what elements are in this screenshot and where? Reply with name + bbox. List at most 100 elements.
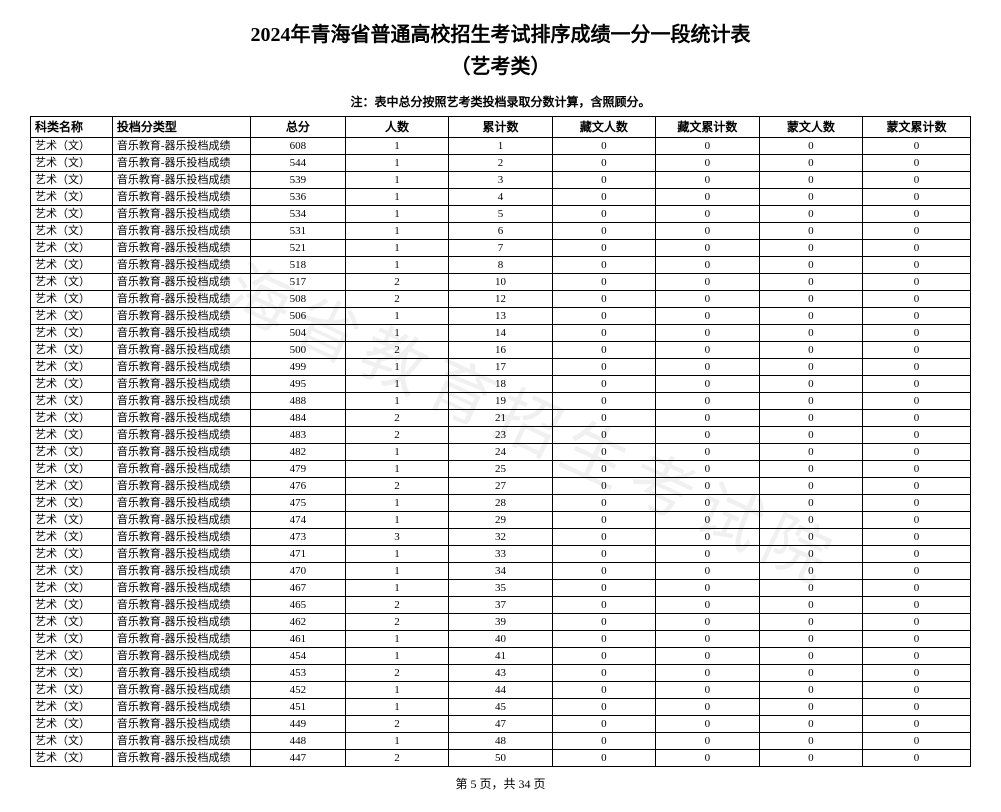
cell-score: 508 (250, 291, 345, 308)
cell-mongolian-cumulative: 0 (863, 172, 971, 189)
table-row: 艺术（文）音乐教育-器乐投档成绩4511450000 (31, 699, 971, 716)
table-row: 艺术（文）音乐教育-器乐投档成绩608110000 (31, 138, 971, 155)
table-row: 艺术（文）音乐教育-器乐投档成绩4733320000 (31, 529, 971, 546)
table-row: 艺术（文）音乐教育-器乐投档成绩4832230000 (31, 427, 971, 444)
cell-type: 音乐教育-器乐投档成绩 (112, 223, 250, 240)
cell-tibetan-count: 0 (552, 291, 655, 308)
cell-count: 1 (345, 563, 448, 580)
table-row: 艺术（文）音乐教育-器乐投档成绩518180000 (31, 257, 971, 274)
cell-mongolian-cumulative: 0 (863, 733, 971, 750)
cell-type: 音乐教育-器乐投档成绩 (112, 750, 250, 767)
cell-category: 艺术（文） (31, 648, 113, 665)
cell-cumulative: 10 (449, 274, 552, 291)
cell-score: 531 (250, 223, 345, 240)
table-row: 艺术（文）音乐教育-器乐投档成绩521170000 (31, 240, 971, 257)
cell-mongolian-count: 0 (759, 240, 862, 257)
cell-type: 音乐教育-器乐投档成绩 (112, 138, 250, 155)
cell-type: 音乐教育-器乐投档成绩 (112, 614, 250, 631)
cell-type: 音乐教育-器乐投档成绩 (112, 291, 250, 308)
col-category: 科类名称 (31, 117, 113, 138)
table-row: 艺术（文）音乐教育-器乐投档成绩4492470000 (31, 716, 971, 733)
page-note: 注：表中总分按照艺考类投档录取分数计算，含照顾分。 (30, 93, 971, 110)
cell-type: 音乐教育-器乐投档成绩 (112, 580, 250, 597)
cell-type: 音乐教育-器乐投档成绩 (112, 682, 250, 699)
cell-tibetan-cumulative: 0 (656, 631, 759, 648)
table-row: 艺术（文）音乐教育-器乐投档成绩4541410000 (31, 648, 971, 665)
col-tibetan-count: 藏文人数 (552, 117, 655, 138)
cell-category: 艺术（文） (31, 342, 113, 359)
cell-mongolian-count: 0 (759, 444, 862, 461)
cell-score: 482 (250, 444, 345, 461)
cell-count: 1 (345, 189, 448, 206)
table-row: 艺术（文）音乐教育-器乐投档成绩531160000 (31, 223, 971, 240)
cell-tibetan-count: 0 (552, 614, 655, 631)
cell-tibetan-cumulative: 0 (656, 546, 759, 563)
cell-count: 1 (345, 376, 448, 393)
cell-type: 音乐教育-器乐投档成绩 (112, 648, 250, 665)
col-cumulative: 累计数 (449, 117, 552, 138)
cell-type: 音乐教育-器乐投档成绩 (112, 733, 250, 750)
cell-score: 471 (250, 546, 345, 563)
cell-count: 1 (345, 682, 448, 699)
cell-count: 1 (345, 648, 448, 665)
cell-mongolian-cumulative: 0 (863, 631, 971, 648)
cell-mongolian-cumulative: 0 (863, 291, 971, 308)
cell-tibetan-count: 0 (552, 427, 655, 444)
table-row: 艺术（文）音乐教育-器乐投档成绩4611400000 (31, 631, 971, 648)
cell-type: 音乐教育-器乐投档成绩 (112, 563, 250, 580)
cell-type: 音乐教育-器乐投档成绩 (112, 529, 250, 546)
cell-mongolian-count: 0 (759, 529, 862, 546)
table-row: 艺术（文）音乐教育-器乐投档成绩4481480000 (31, 733, 971, 750)
cell-cumulative: 41 (449, 648, 552, 665)
cell-category: 艺术（文） (31, 359, 113, 376)
table-row: 艺术（文）音乐教育-器乐投档成绩4701340000 (31, 563, 971, 580)
cell-mongolian-cumulative: 0 (863, 308, 971, 325)
cell-mongolian-count: 0 (759, 716, 862, 733)
cell-score: 488 (250, 393, 345, 410)
table-row: 艺术（文）音乐教育-器乐投档成绩4711330000 (31, 546, 971, 563)
cell-tibetan-count: 0 (552, 665, 655, 682)
cell-tibetan-cumulative: 0 (656, 189, 759, 206)
cell-tibetan-cumulative: 0 (656, 699, 759, 716)
cell-category: 艺术（文） (31, 512, 113, 529)
cell-category: 艺术（文） (31, 274, 113, 291)
table-row: 艺术（文）音乐教育-器乐投档成绩4671350000 (31, 580, 971, 597)
cell-cumulative: 43 (449, 665, 552, 682)
cell-cumulative: 13 (449, 308, 552, 325)
cell-tibetan-count: 0 (552, 206, 655, 223)
page-footer: 第 5 页，共 34 页 (30, 775, 971, 792)
cell-category: 艺术（文） (31, 699, 113, 716)
cell-tibetan-cumulative: 0 (656, 529, 759, 546)
cell-score: 534 (250, 206, 345, 223)
cell-category: 艺术（文） (31, 444, 113, 461)
cell-mongolian-cumulative: 0 (863, 274, 971, 291)
cell-tibetan-cumulative: 0 (656, 274, 759, 291)
cell-count: 1 (345, 393, 448, 410)
cell-cumulative: 50 (449, 750, 552, 767)
cell-score: 518 (250, 257, 345, 274)
cell-type: 音乐教育-器乐投档成绩 (112, 172, 250, 189)
cell-tibetan-count: 0 (552, 240, 655, 257)
table-row: 艺术（文）音乐教育-器乐投档成绩544120000 (31, 155, 971, 172)
cell-tibetan-cumulative: 0 (656, 308, 759, 325)
cell-tibetan-count: 0 (552, 699, 655, 716)
cell-mongolian-count: 0 (759, 308, 862, 325)
cell-count: 1 (345, 461, 448, 478)
cell-type: 音乐教育-器乐投档成绩 (112, 342, 250, 359)
cell-cumulative: 48 (449, 733, 552, 750)
cell-cumulative: 4 (449, 189, 552, 206)
cell-category: 艺术（文） (31, 580, 113, 597)
table-row: 艺术（文）音乐教育-器乐投档成绩534150000 (31, 206, 971, 223)
cell-tibetan-count: 0 (552, 546, 655, 563)
cell-tibetan-cumulative: 0 (656, 733, 759, 750)
cell-mongolian-cumulative: 0 (863, 614, 971, 631)
cell-cumulative: 29 (449, 512, 552, 529)
table-row: 艺术（文）音乐教育-器乐投档成绩4622390000 (31, 614, 971, 631)
cell-cumulative: 39 (449, 614, 552, 631)
cell-type: 音乐教育-器乐投档成绩 (112, 597, 250, 614)
cell-tibetan-cumulative: 0 (656, 376, 759, 393)
cell-mongolian-count: 0 (759, 495, 862, 512)
cell-cumulative: 7 (449, 240, 552, 257)
cell-count: 2 (345, 597, 448, 614)
cell-type: 音乐教育-器乐投档成绩 (112, 325, 250, 342)
